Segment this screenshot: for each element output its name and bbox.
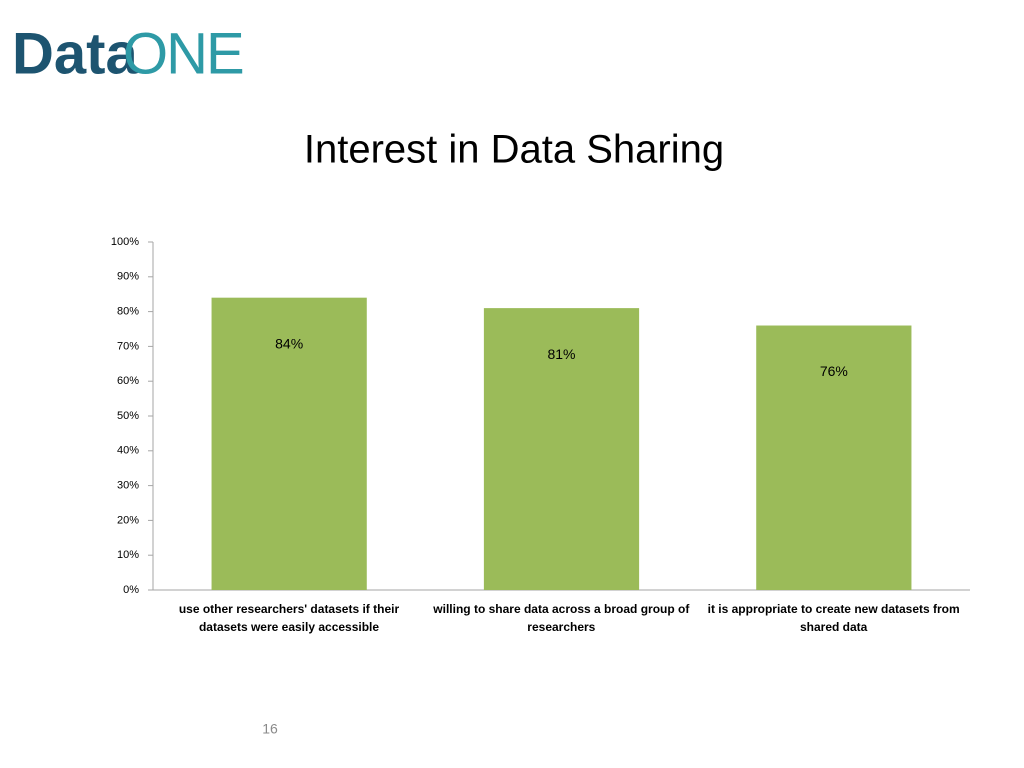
chart-title: Interest in Data Sharing — [304, 128, 724, 172]
logo-one: ONE — [123, 21, 243, 86]
bar — [756, 325, 912, 590]
x-tick-label: use other researchers' datasets if their… — [178, 602, 400, 634]
y-tick-label: 20% — [117, 514, 139, 526]
data-label: 84% — [275, 335, 303, 351]
x-tick-label: it is appropriate to create new datasets… — [707, 602, 960, 634]
y-tick-label: 50% — [117, 410, 139, 422]
logo: Data ONE — [12, 21, 245, 86]
y-tick-label: 80% — [117, 306, 139, 318]
y-tick-label: 40% — [117, 445, 139, 457]
data-label: 81% — [547, 346, 575, 362]
x-tick-label: willing to share data across a broad gro… — [433, 602, 690, 634]
slide-number: 16 — [262, 721, 278, 737]
y-tick-label: 10% — [117, 549, 139, 561]
y-tick-label: 100% — [111, 236, 139, 248]
data-label: 76% — [820, 363, 848, 379]
y-tick-label: 70% — [117, 340, 139, 352]
y-tick-label: 60% — [117, 375, 139, 387]
y-tick-label: 0% — [123, 584, 139, 596]
bar — [211, 297, 367, 590]
y-tick-label: 30% — [117, 480, 139, 492]
y-tick-label: 90% — [117, 271, 139, 283]
bar — [483, 308, 640, 590]
logo-data: Data — [12, 21, 138, 86]
